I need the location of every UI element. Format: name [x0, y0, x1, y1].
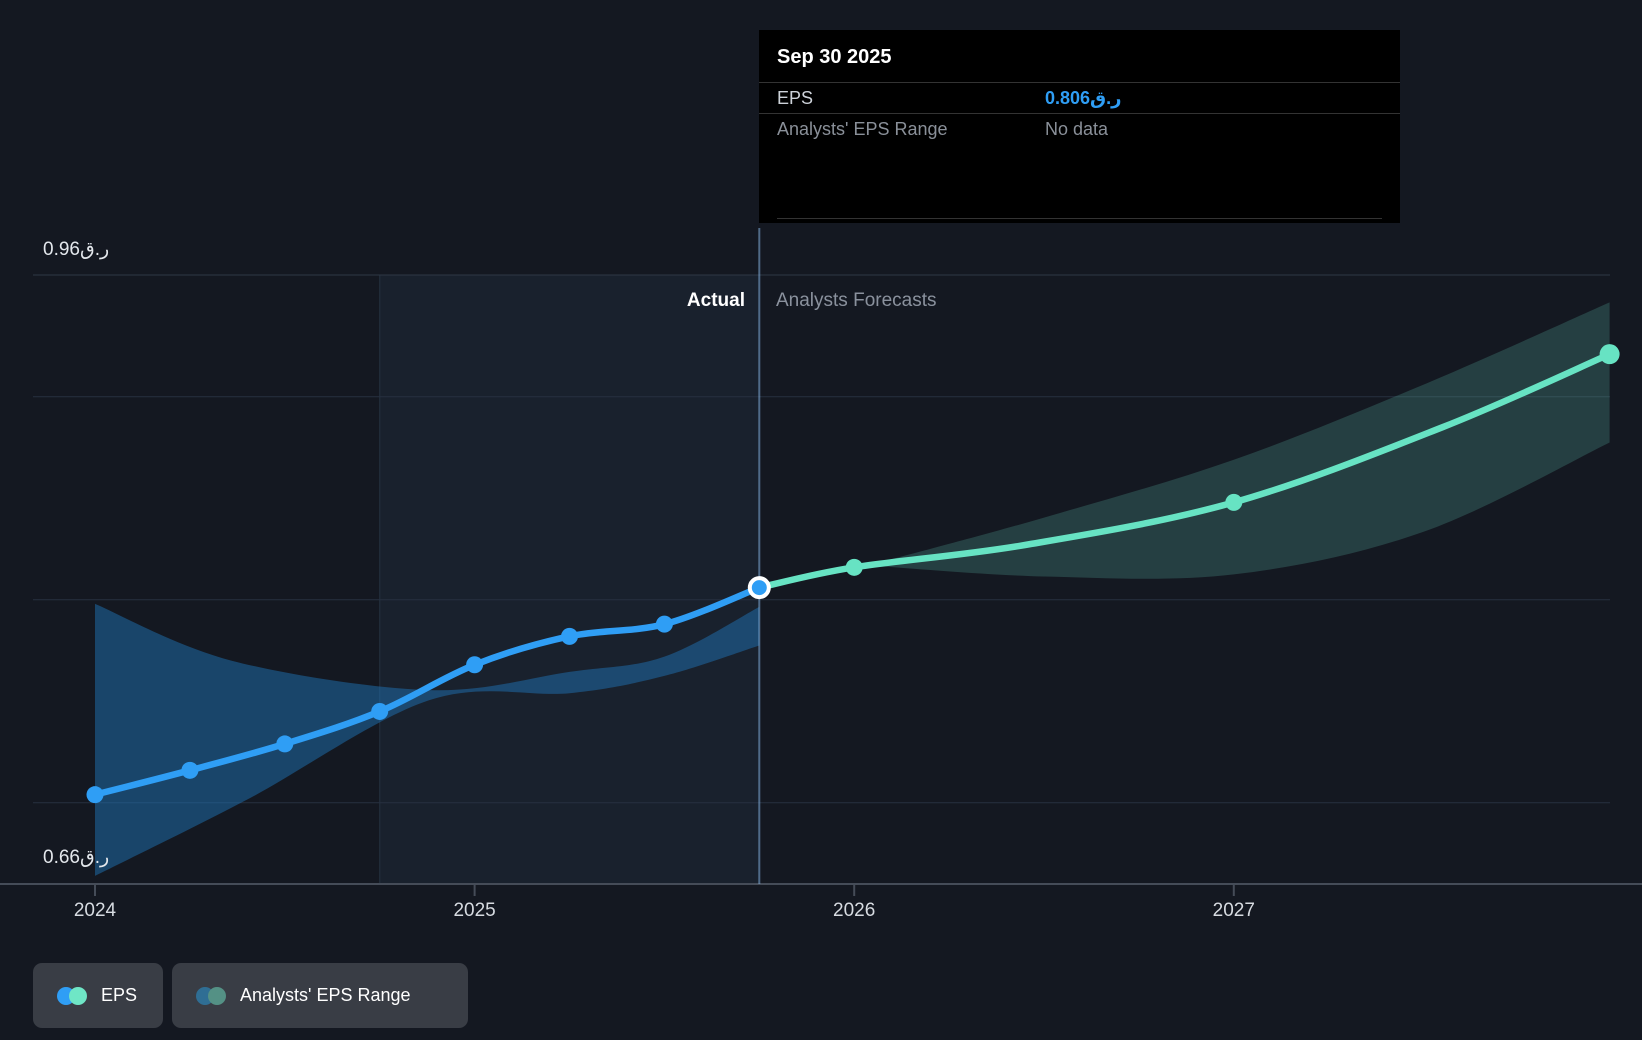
forecast-phase-label: Analysts Forecasts: [776, 290, 937, 311]
y-axis-label-bottom: 0.66ر.ق: [43, 847, 110, 868]
forecast-eps-range-band: [880, 302, 1610, 579]
tooltip-range-label: Analysts' EPS Range: [777, 118, 948, 139]
eps-data-point[interactable]: [1225, 493, 1243, 511]
eps-data-point[interactable]: [655, 615, 673, 633]
eps-data-point[interactable]: [371, 702, 389, 720]
eps-legend-icon: [57, 986, 87, 1005]
hovered-eps-point[interactable]: [747, 576, 771, 600]
eps-legend-label: EPS: [101, 985, 138, 1005]
x-tick-label-2024: 2024: [73, 900, 117, 921]
tooltip-eps-label: EPS: [777, 87, 814, 108]
hover-tooltip: Sep 30 2025 EPS 0.806ر.ق Analysts' EPS R…: [759, 30, 1400, 223]
tooltip-eps-value: 0.806ر.ق: [1045, 87, 1122, 108]
tooltip-range-value: No data: [1045, 118, 1109, 139]
eps-data-point[interactable]: [561, 627, 578, 645]
highlight-column: [379, 275, 760, 884]
eps-data-point[interactable]: [1599, 344, 1620, 365]
x-tick-label-2025: 2025: [453, 900, 496, 921]
eps-data-point[interactable]: [86, 786, 104, 804]
eps-data-point[interactable]: [466, 656, 484, 674]
x-tick-label-2026: 2026: [833, 900, 876, 921]
legend-item-eps[interactable]: EPS: [33, 963, 163, 1028]
analysts-eps-range-legend-label: Analysts' EPS Range: [240, 985, 411, 1005]
legend-item-analysts-eps-range[interactable]: Analysts' EPS Range: [172, 963, 468, 1028]
analysts-eps-range-legend-icon: [196, 986, 226, 1005]
x-tick-label-2027: 2027: [1212, 900, 1255, 921]
tooltip-row-eps: EPS 0.806ر.ق: [759, 83, 1400, 114]
eps-data-point[interactable]: [181, 761, 199, 779]
tooltip-row-range: Analysts' EPS Range No data: [759, 114, 1400, 144]
actual-eps-range-band: [95, 603, 760, 876]
tooltip-date: Sep 30 2025: [759, 30, 1400, 83]
eps-data-point[interactable]: [845, 558, 863, 576]
eps-data-point[interactable]: [276, 735, 294, 753]
y-axis-label-top: 0.96ر.ق: [43, 239, 110, 260]
actual-phase-label: Actual: [686, 290, 745, 311]
tooltip-footer-divider: [777, 218, 1382, 219]
